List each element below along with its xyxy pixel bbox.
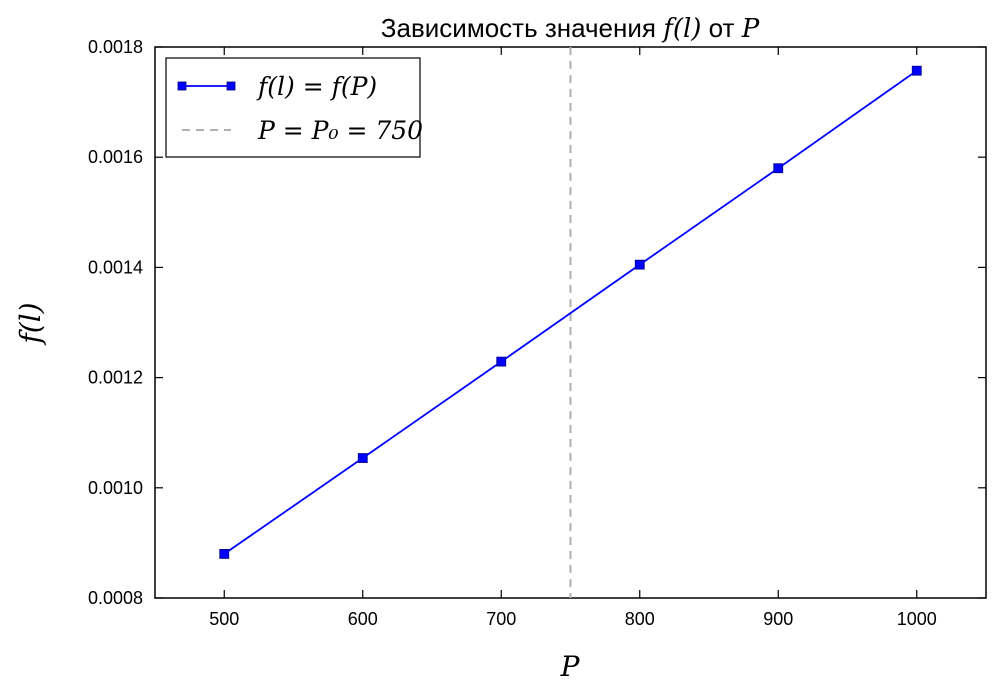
- chart-title-math-1: f(l): [661, 14, 701, 44]
- legend-series-label: f(l) = f(P): [256, 72, 377, 101]
- x-axis-label: P: [560, 650, 581, 683]
- x-tick-label: 1000: [897, 609, 937, 629]
- y-axis-label: f(l): [14, 302, 47, 345]
- series-point: [357, 453, 368, 463]
- chart-title-connector: от: [701, 13, 741, 43]
- series-line: [223, 69, 918, 555]
- chart-title-text: Зависимость значения: [381, 13, 663, 43]
- legend-series-marker-left: [177, 81, 187, 91]
- y-axis-tick-labels: 0.0008 0.0010 0.0012 0.0014 0.0016 0.0018: [88, 37, 143, 608]
- legend: f(l) = f(P) P = P₀ = 750: [165, 57, 423, 158]
- series-point: [634, 259, 645, 270]
- series-markers-layer: [219, 65, 922, 559]
- chart-title-math-2: P: [741, 14, 760, 44]
- x-axis-ticks: [223, 47, 918, 598]
- legend-reference-label: P = P₀ = 750: [257, 116, 423, 145]
- y-tick-label: 0.0016: [88, 147, 143, 167]
- x-tick-label: 500: [209, 609, 239, 629]
- y-tick-label: 0.0014: [88, 257, 143, 277]
- y-tick-label: 0.0010: [88, 478, 143, 498]
- series-point: [911, 65, 922, 76]
- x-tick-label: 900: [763, 609, 793, 629]
- y-axis-ticks: [155, 46, 986, 599]
- y-tick-label: 0.0008: [88, 588, 143, 608]
- series-point: [496, 356, 507, 367]
- x-tick-label: 700: [486, 609, 516, 629]
- x-tick-label: 800: [625, 609, 655, 629]
- series-lines-layer: [223, 69, 918, 555]
- legend-series-marker-right: [226, 81, 236, 91]
- chart-title: Зависимость значения f(l) от P: [381, 13, 760, 44]
- series-point: [773, 163, 784, 174]
- series-point: [219, 549, 230, 559]
- legend-box: [165, 57, 421, 158]
- x-tick-label: 600: [348, 609, 378, 629]
- y-tick-label: 0.0018: [88, 37, 143, 57]
- x-axis-tick-labels: 500 600 700 800 900 1000: [209, 609, 937, 629]
- y-tick-label: 0.0012: [88, 368, 143, 388]
